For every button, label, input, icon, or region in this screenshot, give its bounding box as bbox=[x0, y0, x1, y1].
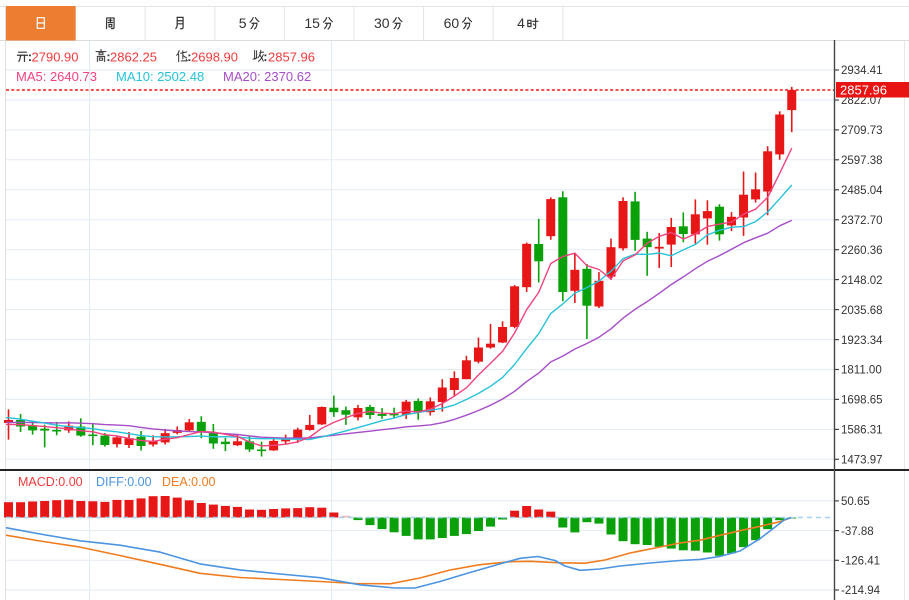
svg-text:2790.90: 2790.90 bbox=[32, 50, 79, 65]
svg-text:2260.36: 2260.36 bbox=[841, 245, 883, 257]
svg-text:-37.88: -37.88 bbox=[841, 526, 874, 538]
svg-text:MA5: 2640.73: MA5: 2640.73 bbox=[16, 69, 97, 84]
svg-text:1586.31: 1586.31 bbox=[841, 425, 883, 437]
svg-text:2822.07: 2822.07 bbox=[841, 95, 883, 107]
svg-text:1923.34: 1923.34 bbox=[841, 335, 883, 347]
svg-text:2862.25: 2862.25 bbox=[110, 50, 157, 65]
svg-text:MA10: 2502.48: MA10: 2502.48 bbox=[116, 69, 204, 84]
svg-text:2372.70: 2372.70 bbox=[841, 215, 883, 227]
svg-text:-126.41: -126.41 bbox=[841, 556, 880, 568]
svg-text:2857.96: 2857.96 bbox=[268, 50, 315, 65]
svg-text:2035.68: 2035.68 bbox=[841, 305, 883, 317]
svg-text:60: 60 bbox=[444, 15, 460, 31]
svg-text:4: 4 bbox=[517, 15, 525, 31]
svg-text:2597.38: 2597.38 bbox=[841, 155, 883, 167]
svg-text:1811.00: 1811.00 bbox=[841, 365, 882, 377]
svg-text:DIFF:0.00: DIFF:0.00 bbox=[96, 475, 152, 489]
svg-text::: : bbox=[263, 49, 267, 64]
svg-text:50.65: 50.65 bbox=[841, 496, 870, 508]
svg-text:30: 30 bbox=[374, 15, 390, 31]
svg-text:15: 15 bbox=[304, 15, 320, 31]
svg-text::: : bbox=[106, 49, 110, 64]
svg-text:1473.97: 1473.97 bbox=[841, 455, 883, 467]
svg-text:2148.02: 2148.02 bbox=[841, 275, 883, 287]
svg-text::: : bbox=[28, 49, 32, 64]
svg-text::: : bbox=[187, 49, 191, 64]
svg-text:-214.94: -214.94 bbox=[841, 585, 881, 597]
svg-text:2485.04: 2485.04 bbox=[841, 185, 883, 197]
svg-text:MA20: 2370.62: MA20: 2370.62 bbox=[223, 69, 311, 84]
svg-text:5: 5 bbox=[239, 15, 247, 31]
svg-text:2709.73: 2709.73 bbox=[841, 125, 883, 137]
svg-text:MACD:0.00: MACD:0.00 bbox=[18, 475, 83, 489]
svg-text:1698.65: 1698.65 bbox=[841, 395, 883, 407]
svg-text:2698.90: 2698.90 bbox=[191, 50, 238, 65]
svg-text:2934.41: 2934.41 bbox=[841, 65, 883, 77]
svg-text:DEA:0.00: DEA:0.00 bbox=[162, 475, 216, 489]
svg-text:2857.96: 2857.96 bbox=[840, 83, 887, 98]
